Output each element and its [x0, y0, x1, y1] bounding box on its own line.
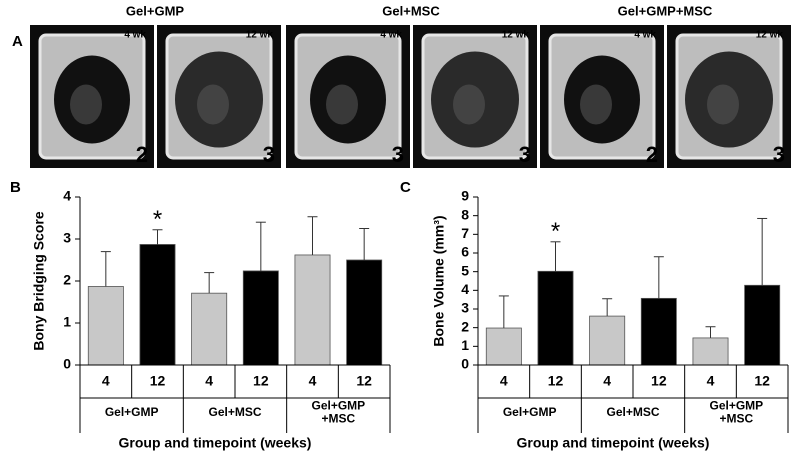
timepoint-label: 12 wk	[246, 30, 274, 41]
x-tick-label: 12	[651, 373, 667, 389]
y-axis-title: Bone Volume (mm³)	[431, 215, 447, 346]
y-tick-label: 9	[461, 188, 469, 204]
bar	[537, 270, 574, 366]
timepoint-label: 4 wk	[380, 30, 402, 41]
y-tick-label: 1	[63, 314, 71, 330]
y-tick-label: 3	[63, 230, 71, 246]
group-title: Gel+GMP	[126, 3, 184, 18]
score-label: 3	[392, 142, 404, 167]
significance-marker: *	[551, 218, 560, 245]
timepoint-label: 4 wk	[124, 30, 146, 41]
bar	[139, 244, 176, 366]
group-label: Gel+GMP	[503, 405, 557, 419]
group-label: Gel+MSC	[606, 405, 659, 419]
y-axis-title: Bony Bridging Score	[31, 211, 47, 350]
y-tick-label: 1	[461, 337, 469, 353]
bar	[589, 315, 626, 366]
bar	[294, 254, 331, 366]
bone-fragment	[197, 84, 229, 125]
bone-fragment	[707, 84, 739, 125]
bone-fragment	[580, 84, 612, 125]
bar	[744, 284, 781, 366]
y-tick-label: 4	[461, 281, 469, 297]
group-title: Gel+MSC	[382, 3, 440, 18]
timepoint-label: 4 wk	[634, 30, 656, 41]
y-tick-label: 0	[63, 356, 71, 372]
bar	[191, 292, 228, 366]
y-tick-label: 0	[461, 356, 469, 372]
x-tick-label: 4	[603, 373, 611, 389]
x-tick-label: 4	[500, 373, 508, 389]
bone-fragment	[326, 84, 358, 125]
group-label: +MSC	[719, 412, 753, 426]
panel-label: A	[12, 33, 23, 50]
x-tick-label: 12	[253, 373, 269, 389]
group-label: +MSC	[321, 412, 355, 426]
y-tick-label: 8	[461, 206, 469, 222]
timepoint-label: 12 wk	[502, 30, 530, 41]
group-label: Gel+GMP	[311, 399, 365, 413]
x-tick-label: 12	[548, 373, 564, 389]
y-tick-label: 2	[461, 318, 469, 334]
panel-label: B	[10, 179, 21, 196]
bone-fragment	[453, 84, 485, 125]
x-axis-title: Group and timepoint (weeks)	[517, 435, 710, 451]
bar	[346, 259, 383, 366]
y-tick-label: 6	[461, 244, 469, 260]
bone-fragment	[70, 84, 102, 125]
score-label: 3	[773, 142, 785, 167]
bar	[242, 270, 279, 366]
bar	[692, 337, 729, 366]
x-tick-label: 4	[102, 373, 110, 389]
x-tick-label: 12	[356, 373, 372, 389]
y-tick-label: 3	[461, 300, 469, 316]
score-label: 3	[519, 142, 531, 167]
panel-label: C	[400, 179, 411, 196]
x-tick-label: 12	[150, 373, 166, 389]
y-tick-label: 2	[63, 272, 71, 288]
y-tick-label: 7	[461, 225, 469, 241]
group-label: Gel+MSC	[208, 405, 261, 419]
x-tick-label: 4	[205, 373, 213, 389]
x-tick-label: 4	[707, 373, 715, 389]
bar	[485, 327, 522, 366]
score-label: 2	[646, 142, 658, 167]
score-label: 3	[263, 142, 275, 167]
group-label: Gel+GMP	[105, 405, 159, 419]
y-tick-label: 5	[461, 262, 469, 278]
score-label: 2	[136, 142, 148, 167]
x-tick-label: 4	[309, 373, 317, 389]
x-tick-label: 12	[754, 373, 770, 389]
group-title: Gel+GMP+MSC	[618, 3, 713, 18]
group-label: Gel+GMP	[709, 399, 763, 413]
x-axis-title: Group and timepoint (weeks)	[119, 435, 312, 451]
bar	[87, 286, 124, 366]
significance-marker: *	[153, 206, 162, 233]
timepoint-label: 12 wk	[756, 30, 784, 41]
y-tick-label: 4	[63, 188, 71, 204]
bar	[640, 297, 677, 366]
